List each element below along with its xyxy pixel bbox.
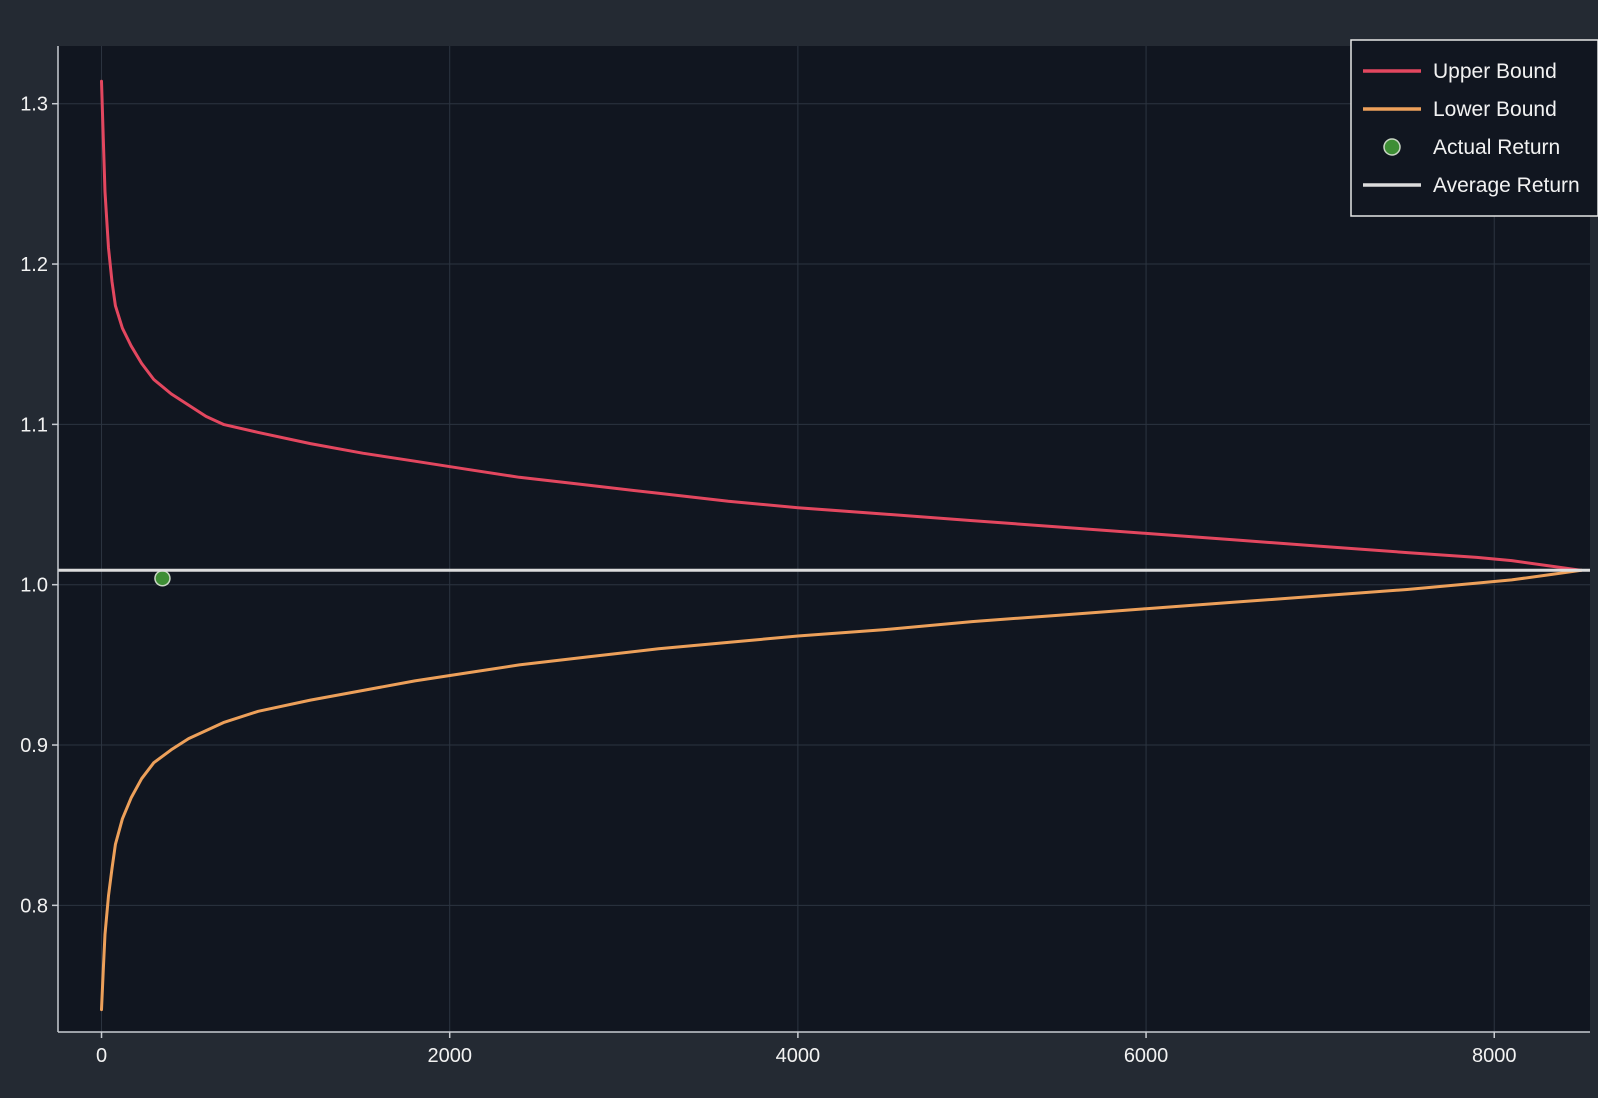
legend-swatch-actual-return — [1383, 138, 1401, 156]
x-tick-label: 6000 — [1124, 1045, 1169, 1067]
y-tick-label: 0.9 — [20, 735, 48, 757]
x-tick-label: 0 — [96, 1045, 107, 1067]
legend-label-average-return: Average Return — [1433, 174, 1580, 197]
lower-bound-line — [100, 568, 1583, 1012]
actual-return-point — [154, 570, 171, 587]
legend: Upper Bound Lower Bound Actual Return Avera… — [1350, 39, 1598, 217]
y-tick-label: 0.8 — [20, 895, 48, 917]
axes: 0 2000 4000 6000 8000 0.8 0.9 1.0 1.1 1.2 1.3 — [20, 46, 1590, 1067]
y-tick-label: 1.0 — [20, 575, 48, 597]
y-tick-label: 1.2 — [20, 254, 48, 276]
legend-label-actual-return: Actual Return — [1433, 136, 1560, 159]
x-tick-label: 8000 — [1472, 1045, 1517, 1067]
y-tick-label: 1.1 — [20, 414, 48, 436]
upper-bound-line — [100, 79, 1583, 572]
x-tick-label: 2000 — [427, 1045, 472, 1067]
series-layer — [58, 79, 1590, 1012]
legend-label-lower-bound: Lower Bound — [1433, 98, 1557, 121]
y-tick-label: 1.3 — [20, 94, 48, 116]
plot-area — [58, 46, 1590, 1032]
x-tick-label: 4000 — [776, 1045, 821, 1067]
legend-label-upper-bound: Upper Bound — [1433, 60, 1557, 83]
